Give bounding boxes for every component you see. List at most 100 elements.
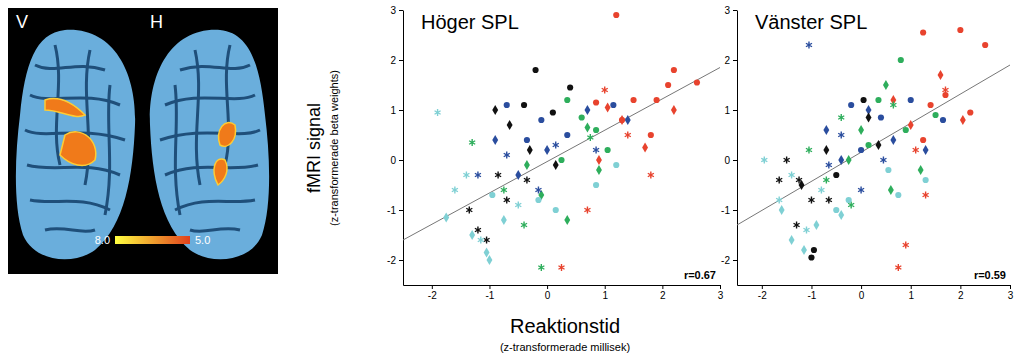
point: [908, 97, 914, 103]
point: [642, 142, 648, 152]
point: [789, 171, 795, 178]
series: [435, 109, 522, 244]
point: [521, 221, 527, 228]
point: [584, 105, 590, 115]
point: [593, 146, 599, 153]
point: [982, 42, 988, 48]
x-axis-unit: (z-transformerade millisek): [500, 341, 630, 353]
series: [443, 212, 507, 265]
point: [596, 155, 602, 165]
series: [799, 112, 882, 190]
tick-mark: [811, 285, 812, 289]
series: [848, 97, 946, 153]
point: [671, 67, 677, 73]
tick: 0: [390, 155, 403, 166]
point: [524, 137, 530, 143]
tick-label: 3: [724, 5, 730, 16]
tick: -1: [486, 285, 495, 301]
sulcus: [225, 45, 230, 165]
point: [866, 112, 872, 122]
point: [923, 177, 929, 183]
fit-line: [737, 65, 1010, 225]
point: [776, 196, 782, 203]
tick-label: 3: [390, 5, 396, 16]
point: [613, 12, 619, 18]
point: [648, 171, 654, 178]
tick-mark: [733, 160, 737, 161]
tick: 2: [958, 285, 964, 301]
tick-label: 2: [660, 290, 666, 301]
point: [779, 205, 785, 215]
point: [923, 191, 929, 198]
tick-mark: [1010, 285, 1011, 289]
series: [823, 105, 928, 165]
y-axis-title: fMRI signal: [304, 103, 324, 193]
sulcus: [190, 229, 240, 232]
point: [605, 102, 611, 112]
brain-background: [8, 8, 278, 274]
point: [858, 125, 864, 135]
point: [826, 161, 832, 168]
series: [489, 162, 619, 213]
point: [806, 146, 812, 153]
hemisphere: [16, 30, 135, 259]
point: [613, 162, 619, 168]
tick-label: 0: [390, 155, 396, 166]
tick-label: 0: [545, 290, 551, 301]
tick: 1: [724, 105, 737, 116]
axis-line: [738, 285, 1011, 286]
point: [515, 201, 521, 208]
activation: [45, 99, 85, 117]
point: [553, 141, 559, 148]
point: [860, 97, 866, 103]
point: [665, 82, 671, 88]
point: [584, 206, 590, 213]
series: [521, 67, 573, 116]
point: [466, 206, 472, 213]
point: [567, 84, 573, 90]
point: [865, 142, 871, 148]
tick-mark: [399, 210, 403, 211]
point: [671, 105, 677, 115]
series: [833, 167, 929, 213]
point: [694, 79, 700, 85]
point: [538, 264, 544, 271]
axis-line: [737, 11, 738, 286]
tick-mark: [399, 260, 403, 261]
point: [504, 196, 510, 203]
point: [858, 186, 864, 193]
point: [942, 86, 948, 93]
series: [806, 101, 896, 208]
tick-mark: [733, 60, 737, 61]
point: [878, 114, 884, 120]
tick-label: 0: [859, 290, 865, 301]
sulcus: [195, 50, 200, 185]
series: [492, 105, 630, 180]
series: [558, 86, 653, 271]
tick: 3: [1008, 285, 1014, 301]
point: [803, 226, 809, 233]
tick-mark: [605, 285, 606, 289]
tick-label: -2: [428, 290, 437, 301]
point: [553, 207, 559, 213]
point: [535, 186, 541, 193]
point: [495, 171, 501, 178]
tick: -2: [721, 255, 737, 266]
point: [918, 165, 924, 175]
point: [858, 147, 864, 153]
tick-label: 0: [724, 155, 730, 166]
series: [492, 105, 558, 170]
point: [558, 264, 564, 271]
cortex: [150, 30, 269, 259]
point: [532, 67, 538, 73]
series: [865, 57, 938, 148]
panel: -2-10123-2-10123Höger SPLr=0.67: [387, 5, 724, 301]
point: [435, 109, 441, 116]
series: [895, 86, 948, 271]
series: [846, 80, 924, 195]
point: [564, 132, 570, 138]
tick-mark: [762, 285, 763, 289]
sulcus: [175, 85, 180, 215]
tick-mark: [861, 285, 862, 289]
point: [584, 122, 590, 132]
